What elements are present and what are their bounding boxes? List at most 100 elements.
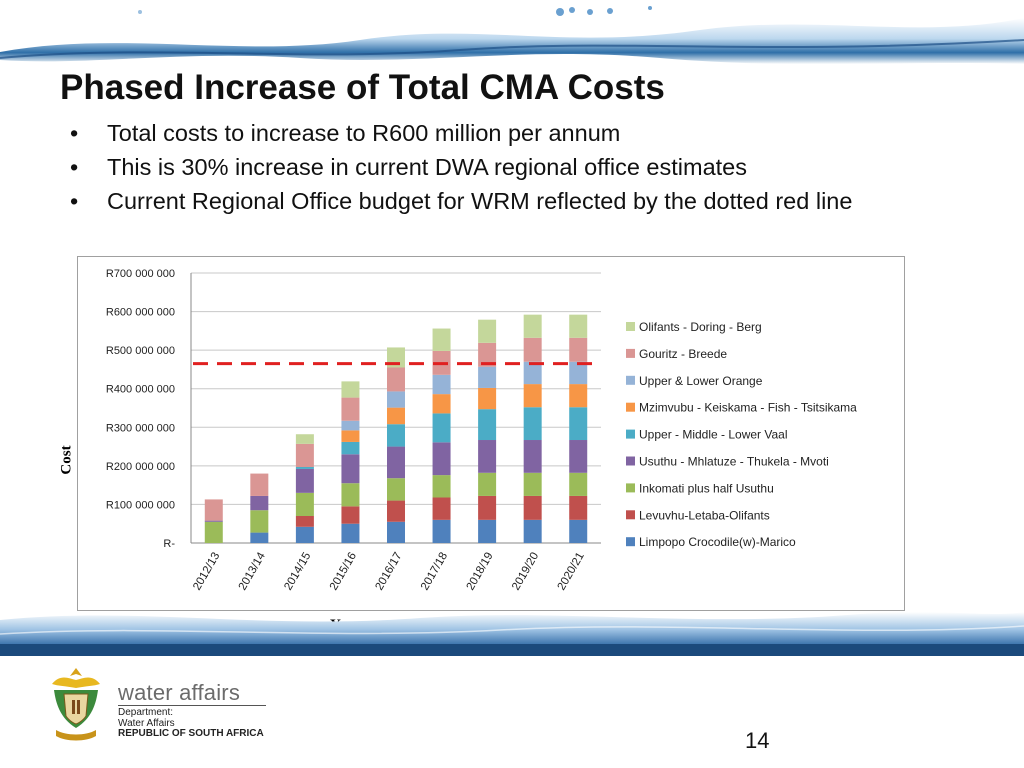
x-tick-label: 2020/21 [556, 551, 587, 593]
bar-segment [569, 440, 588, 473]
bar-segment [523, 361, 542, 385]
bar-segment [341, 523, 360, 543]
bullet-item: • Current Regional Office budget for WRM … [70, 188, 970, 215]
x-tick-label: 2018/19 [465, 551, 496, 593]
bar-segment [478, 342, 497, 367]
brand-name: water affairs [118, 680, 241, 705]
bar-segment [341, 397, 360, 421]
bar-segment [204, 499, 223, 521]
bar-segment [478, 319, 497, 343]
legend-label: Olifants - Doring - Berg [639, 320, 762, 334]
water-wave-banner-top [0, 6, 1024, 65]
page-number: 14 [745, 728, 770, 753]
bar-segment [478, 495, 497, 520]
bullet-item: • This is 30% increase in current DWA reg… [70, 154, 970, 181]
bar-segment [250, 532, 269, 543]
x-tick-label: 2013/14 [237, 550, 268, 593]
y-tick-label: R500 000 000 [106, 345, 175, 357]
bar-segment [432, 413, 451, 443]
bar-segment [295, 516, 314, 527]
bar-segment [523, 384, 542, 408]
coat-of-arms-icon [52, 668, 100, 741]
bullet-text: Total costs to increase to R600 million … [107, 120, 621, 146]
department-block: Department: Water Affairs REPUBLIC OF SO… [118, 707, 264, 740]
legend-label: Limpopo Crocodile(w)-Marico [639, 535, 796, 549]
bar-segment [387, 500, 405, 522]
legend-swatch [626, 375, 635, 385]
bar-segment [569, 495, 588, 520]
bar-segment [523, 407, 542, 441]
bar-segment [432, 475, 451, 498]
bar-segment [432, 442, 451, 476]
legend-label: Upper - Middle - Lower Vaal [639, 428, 788, 442]
bar-segment [387, 407, 405, 425]
legend-swatch [626, 429, 635, 439]
bar-segment [569, 472, 588, 496]
bar-segment [569, 337, 588, 362]
bar-segment [295, 467, 314, 469]
bullet-marker: • [70, 120, 79, 146]
legend-label: Usuthu - Mhlatuze - Thukela - Mvoti [639, 455, 829, 469]
bar-segment [478, 366, 497, 388]
bar-segment [432, 519, 451, 543]
bar-segment [295, 468, 314, 493]
bar-segment [432, 374, 451, 395]
y-tick-label: R200 000 000 [106, 461, 175, 473]
bar-segment [387, 391, 405, 408]
bar-segment [250, 473, 269, 496]
y-tick-label: R600 000 000 [106, 307, 175, 319]
bullet-text: This is 30% increase in current DWA regi… [107, 154, 747, 180]
bar-segment [478, 409, 497, 441]
bar-segment [250, 510, 269, 533]
legend-label: Upper & Lower Orange [639, 374, 763, 388]
chart-area: R- R100 000 000 R200 000 000 R300 000 000 R4… [77, 256, 905, 611]
bar-segment [341, 381, 360, 398]
country-name: REPUBLIC OF SOUTH AFRICA [118, 728, 264, 739]
bar-segment [295, 526, 314, 543]
legend-swatch [626, 537, 635, 547]
bar-segment [523, 337, 542, 362]
bar-segment [341, 441, 360, 455]
slide-title: Phased Increase of Total CMA Costs [60, 68, 665, 107]
bar-segment [478, 387, 497, 410]
brand-divider [118, 705, 266, 706]
legend-swatch [626, 483, 635, 493]
y-axis-label-container: Cost [58, 445, 74, 474]
bullet-list: • Total costs to increase to R600 million… [70, 120, 970, 222]
bar-segment [569, 384, 588, 408]
department-name: Water Affairs [118, 717, 175, 729]
x-tick-label: 2017/18 [419, 551, 450, 593]
legend-swatch [626, 456, 635, 466]
x-tick-label: 2014/15 [282, 551, 313, 593]
x-tick-label: 2016/17 [373, 551, 404, 593]
bar-segment [523, 314, 542, 338]
legend-swatch [626, 510, 635, 520]
stacked-bar-chart: R- R100 000 000 R200 000 000 R300 000 000 R4… [106, 268, 857, 593]
bullet-text: Current Regional Office budget for WRM r… [107, 188, 853, 214]
bar-segment [569, 314, 588, 338]
y-tick-label: R300 000 000 [106, 422, 175, 434]
legend-swatch [626, 402, 635, 412]
bar-segment [523, 440, 542, 473]
bullet-marker: • [70, 154, 79, 180]
bullet-marker: • [70, 188, 79, 214]
bar-segment [204, 520, 223, 522]
legend-label: Inkomati plus half Usuthu [639, 481, 774, 495]
bar-segment [204, 521, 223, 543]
bar-segment [341, 430, 360, 442]
bar-segment [523, 472, 542, 496]
bar-segment [295, 492, 314, 516]
bar-segment [341, 420, 360, 431]
legend-label: Gouritz - Breede [639, 347, 727, 361]
y-tick-label: R- [163, 538, 175, 550]
bar-segment [569, 361, 588, 385]
x-tick-label: 2012/13 [191, 551, 222, 593]
water-wave-banner-bottom [0, 612, 1024, 656]
x-tick-label: 2015/16 [328, 551, 359, 593]
bar-segment [250, 495, 269, 511]
bar-segment [387, 521, 405, 543]
bar-segment [387, 478, 405, 501]
legend-swatch [626, 348, 635, 358]
legend-swatch [626, 322, 635, 331]
bar-segment [478, 472, 497, 496]
